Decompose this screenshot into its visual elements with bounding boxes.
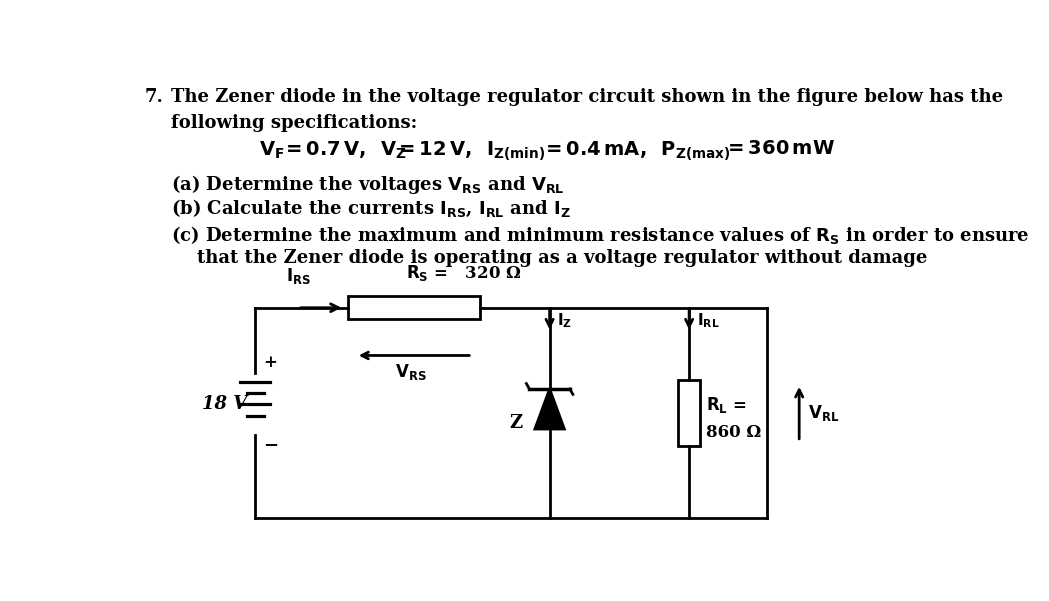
Text: $\mathbf{= 12\,V,\;\;I_{Z(min)}}$: $\mathbf{= 12\,V,\;\;I_{Z(min)}}$ (394, 140, 544, 163)
Text: (a) Determine the voltages $\mathbf{V_{RS}}$ and $\mathbf{V_{RL}}$: (a) Determine the voltages $\mathbf{V_{R… (171, 173, 565, 196)
Text: $\mathbf{R_S}$ =   320 Ω: $\mathbf{R_S}$ = 320 Ω (406, 263, 521, 283)
Bar (679, 380, 700, 445)
Text: following specifications:: following specifications: (171, 114, 418, 132)
Text: $\mathbf{V_{RS}}$: $\mathbf{V_{RS}}$ (394, 362, 426, 382)
Text: $\mathbf{R_L}$ =: $\mathbf{R_L}$ = (706, 395, 747, 415)
Text: $\mathbf{V_F}$: $\mathbf{V_F}$ (259, 140, 284, 161)
Text: $\mathbf{I_{RL}}$: $\mathbf{I_{RL}}$ (697, 311, 720, 331)
Text: 18 V: 18 V (202, 395, 248, 413)
Text: $\mathbf{= 0.4\,mA,\;\;P_{Z(max)}}$: $\mathbf{= 0.4\,mA,\;\;P_{Z(max)}}$ (542, 140, 730, 163)
Text: $\mathbf{V_{RL}}$: $\mathbf{V_{RL}}$ (809, 403, 839, 423)
Bar (348, 296, 479, 319)
Text: $\mathbf{= 0.7\,V,\;\;V_Z}$: $\mathbf{= 0.7\,V,\;\;V_Z}$ (282, 140, 407, 161)
Text: +: + (263, 354, 277, 371)
Text: $\mathbf{= 360\,mW}$: $\mathbf{= 360\,mW}$ (724, 140, 835, 158)
Polygon shape (535, 389, 564, 429)
Text: The Zener diode in the voltage regulator circuit shown in the figure below has t: The Zener diode in the voltage regulator… (171, 88, 1004, 106)
Text: $\mathbf{I_{RS}}$: $\mathbf{I_{RS}}$ (286, 266, 312, 286)
Text: $\mathbf{I_Z}$: $\mathbf{I_Z}$ (557, 311, 573, 331)
Text: that the Zener diode is operating as a voltage regulator without damage: that the Zener diode is operating as a v… (197, 249, 927, 267)
Text: (c) Determine the maximum and minimum resistance values of $\mathbf{R_S}$ in ord: (c) Determine the maximum and minimum re… (171, 224, 1030, 246)
Text: 860 Ω: 860 Ω (706, 424, 762, 441)
Text: 7.: 7. (145, 88, 164, 106)
Text: Z: Z (510, 414, 522, 432)
Text: (b) Calculate the currents $\mathbf{I_{RS}}$, $\mathbf{I_{RL}}$ and $\mathbf{I_Z: (b) Calculate the currents $\mathbf{I_{R… (171, 198, 572, 219)
Text: −: − (263, 437, 278, 455)
